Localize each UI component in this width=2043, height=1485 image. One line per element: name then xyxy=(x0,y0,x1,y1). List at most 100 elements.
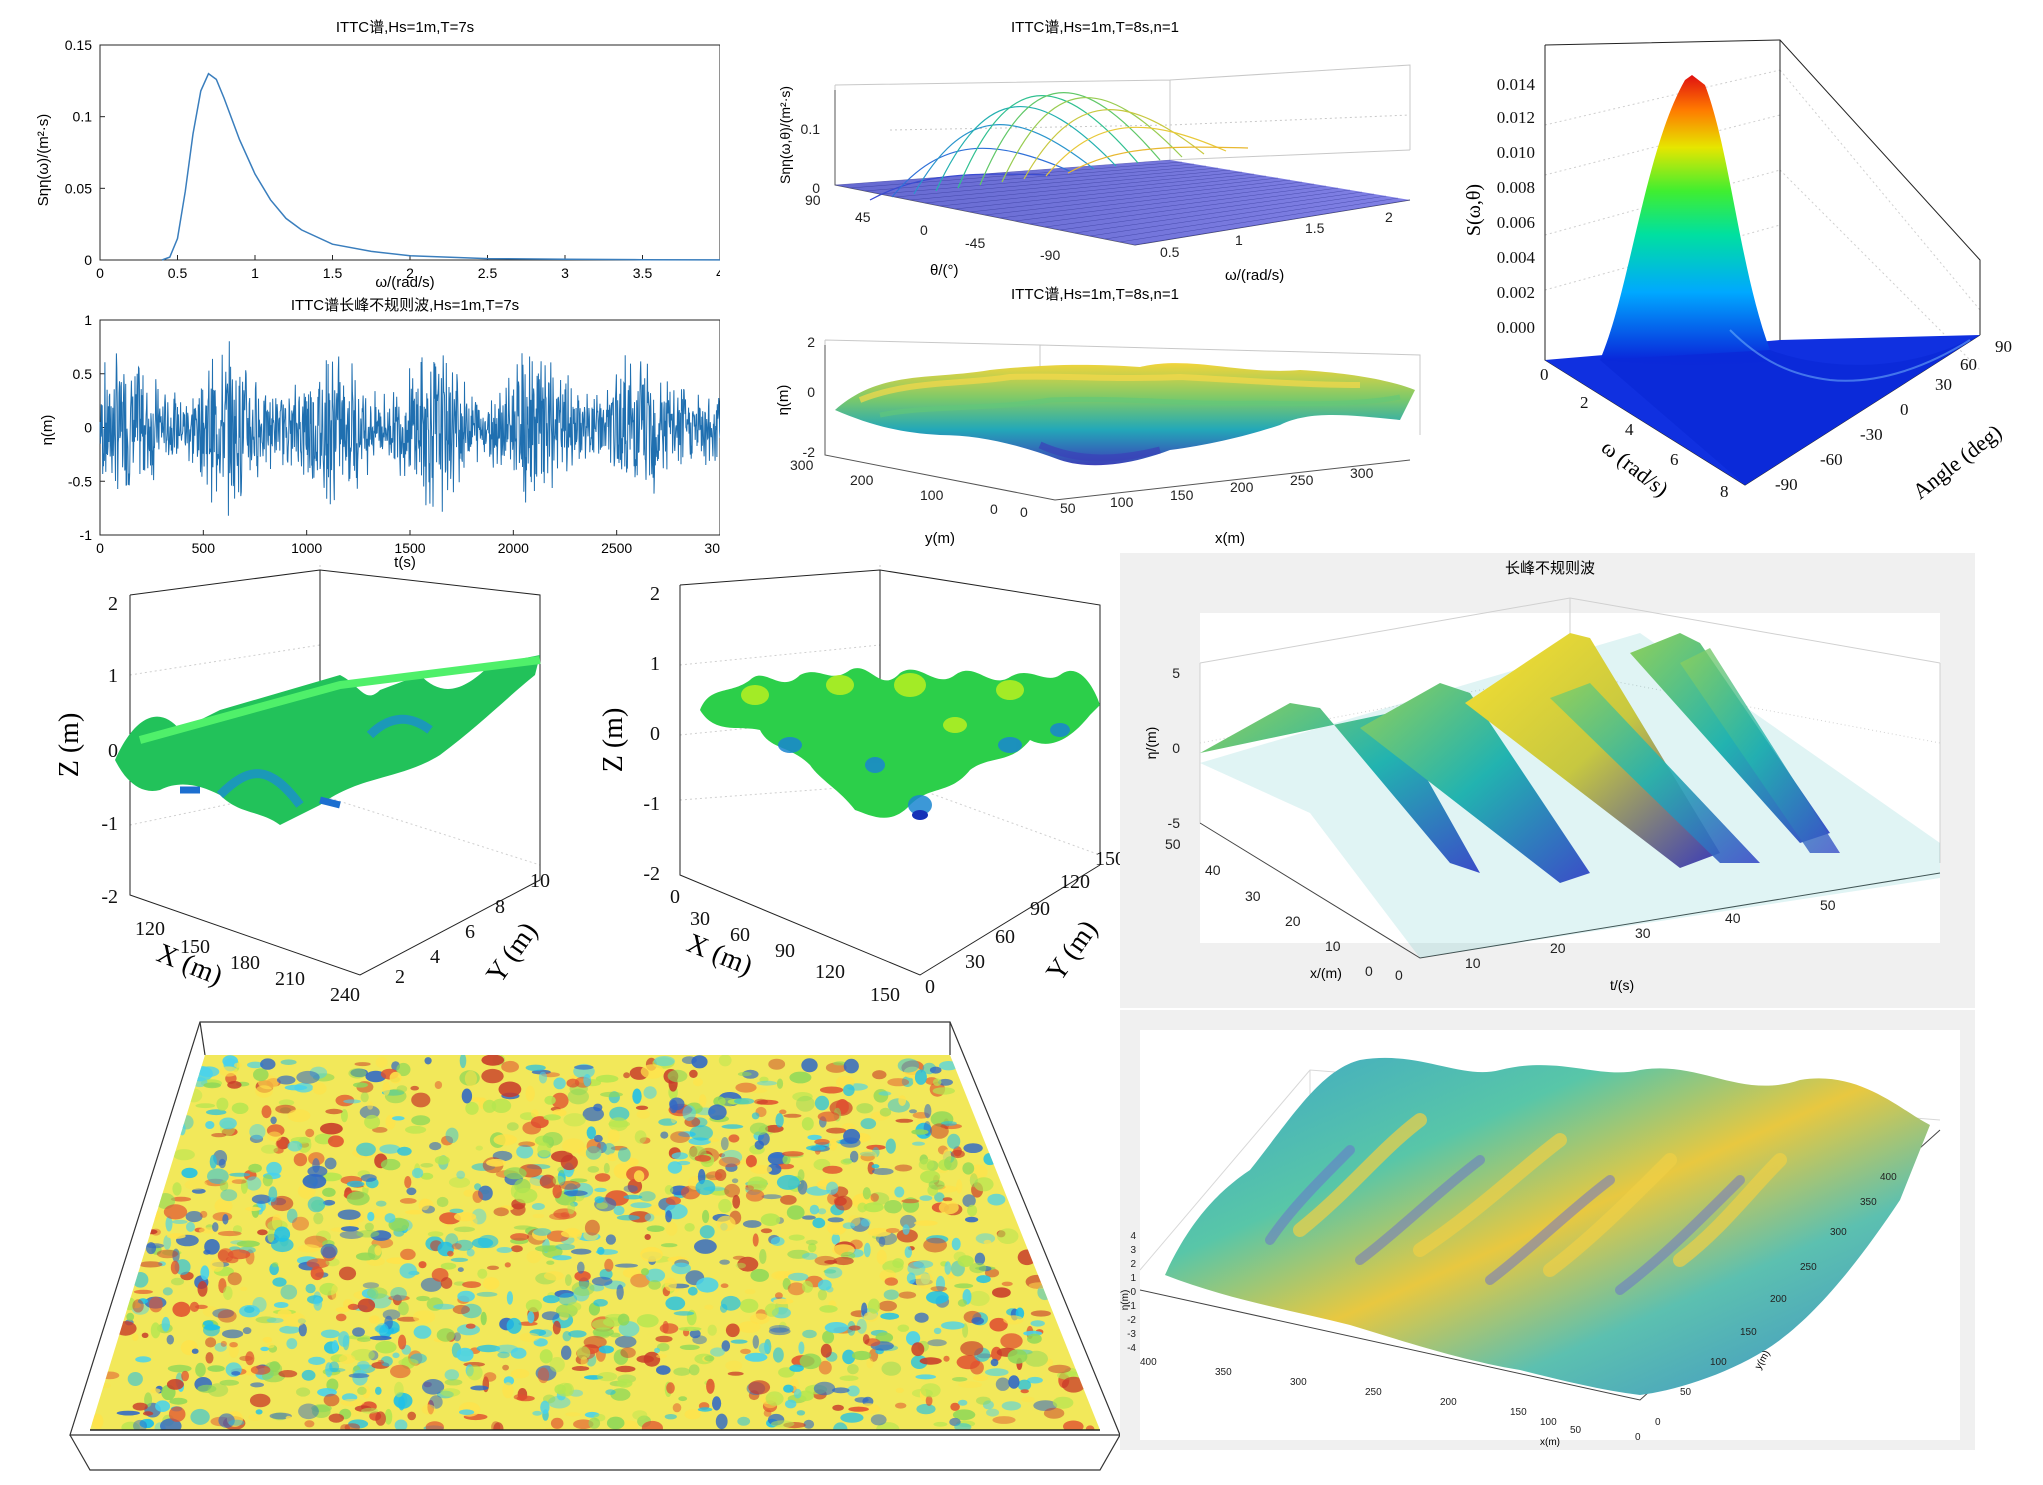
field-patch xyxy=(219,1180,229,1192)
field-patch xyxy=(205,1337,217,1348)
field-patch xyxy=(181,1167,198,1179)
z-tick: 0 xyxy=(812,180,820,196)
y-tick: 0 xyxy=(925,976,935,998)
field-patch xyxy=(510,1369,530,1379)
field-patch xyxy=(245,1206,262,1211)
field-patch xyxy=(863,1202,884,1213)
field-patch xyxy=(127,1372,143,1386)
field-patch xyxy=(788,1234,805,1241)
field-patch xyxy=(384,1213,396,1223)
field-patch xyxy=(447,1250,454,1257)
y-tick: 4 xyxy=(430,946,440,968)
field-patch xyxy=(895,1118,914,1123)
field-patch xyxy=(228,1419,245,1426)
field-patch xyxy=(725,1360,743,1371)
field-patch xyxy=(351,1348,375,1362)
field-patch xyxy=(248,1413,263,1421)
field-patch xyxy=(687,1286,698,1296)
y-tick: 350 xyxy=(1860,1197,1877,1208)
x-tick-label: 0 xyxy=(96,265,104,281)
field-patch xyxy=(682,1105,696,1121)
field-patch xyxy=(216,1097,229,1111)
field-patch xyxy=(576,1346,591,1360)
field-patch xyxy=(212,1308,235,1319)
field-patch xyxy=(992,1287,1011,1298)
field-patch xyxy=(532,1213,545,1219)
field-patch xyxy=(205,1121,215,1129)
field-patch xyxy=(172,1248,180,1263)
field-patch xyxy=(542,1295,560,1304)
field-patch xyxy=(679,1344,700,1350)
field-patch xyxy=(716,1215,736,1232)
y-tick: 2 xyxy=(395,966,405,988)
field-patch xyxy=(721,1124,744,1129)
field-patch xyxy=(231,1179,247,1184)
y-tick: 250 xyxy=(1800,1262,1817,1273)
field-patch xyxy=(285,1415,292,1420)
field-patch xyxy=(667,1069,688,1083)
field-patch xyxy=(250,1382,264,1388)
field-patch xyxy=(856,1318,867,1334)
x-axis-label: x(m) xyxy=(1540,1437,1560,1448)
field-patch xyxy=(486,1158,507,1167)
y-tick: 0 xyxy=(920,222,928,238)
field-patch xyxy=(362,1282,379,1289)
field-patch xyxy=(883,1289,899,1300)
field-patch xyxy=(199,1210,208,1218)
field-patch xyxy=(178,1122,186,1136)
z-axis-label: Z (m) xyxy=(54,713,85,778)
field-patch xyxy=(304,1420,315,1428)
mesh-grid-line xyxy=(1089,193,1375,237)
y-tick-label: 0 xyxy=(84,420,92,436)
field-patch xyxy=(229,1342,238,1348)
z-tick: 2 xyxy=(807,334,815,350)
field-patch xyxy=(472,1190,483,1203)
field-patch xyxy=(448,1176,471,1188)
field-patch xyxy=(953,1251,966,1262)
field-patch xyxy=(542,1132,563,1146)
field-patch xyxy=(240,1286,248,1291)
field-patch xyxy=(963,1143,983,1153)
field-patch xyxy=(640,1246,663,1262)
z-tick: 0 xyxy=(1130,1287,1136,1298)
y-axis-label: θ/(°) xyxy=(930,262,959,279)
field-patch xyxy=(739,1298,759,1313)
field-patch xyxy=(854,1397,869,1403)
field-patch xyxy=(737,1416,751,1426)
field-patch xyxy=(933,1327,942,1335)
field-patch xyxy=(516,1144,534,1159)
field-patch xyxy=(498,1081,522,1098)
field-patch xyxy=(227,1272,242,1286)
field-patch xyxy=(796,1410,806,1416)
field-patch xyxy=(771,1270,794,1281)
field-patch xyxy=(308,1356,326,1365)
field-patch xyxy=(595,1074,619,1083)
field-patch xyxy=(906,1272,916,1284)
mesh-grid-line xyxy=(1029,185,1327,225)
chart-title: ITTC谱,Hs=1m,T=7s xyxy=(336,19,474,36)
field-patch xyxy=(696,1277,719,1293)
z-axis-label: Sηη(ω,θ)/(m²·s) xyxy=(777,86,793,184)
field-patch xyxy=(898,1095,907,1106)
field-patch xyxy=(801,1058,818,1073)
field-patch xyxy=(884,1200,903,1214)
x-tick: 180 xyxy=(230,952,260,974)
x-tick-label: 2000 xyxy=(498,540,529,556)
x-tick-label: 500 xyxy=(192,540,216,556)
field-patch xyxy=(983,1152,997,1166)
field-patch xyxy=(824,1322,849,1334)
field-patch xyxy=(132,1272,149,1288)
mesh-line xyxy=(1045,126,1227,177)
x-tick: 50 xyxy=(1570,1425,1582,1436)
field-patch xyxy=(907,1261,926,1276)
field-patch xyxy=(744,1352,768,1362)
field-patch xyxy=(929,1066,942,1074)
field-patch xyxy=(897,1324,910,1332)
field-patch xyxy=(222,1055,238,1067)
field-patch xyxy=(270,1195,294,1212)
field-patch xyxy=(217,1309,237,1323)
z-tick: 1 xyxy=(108,665,118,687)
x-tick-label: 3 xyxy=(561,265,569,281)
field-patch xyxy=(1001,1401,1022,1411)
field-patch xyxy=(591,1276,613,1286)
